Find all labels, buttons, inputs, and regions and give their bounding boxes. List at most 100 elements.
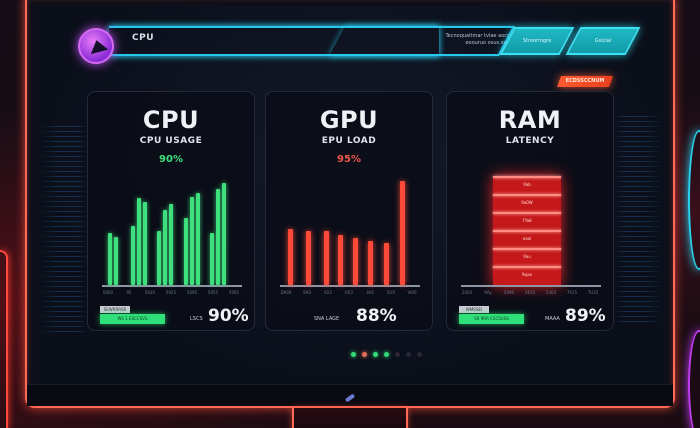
x-tick-label: 95 xyxy=(126,290,132,295)
chart-bar xyxy=(131,225,135,285)
x-tick-label: 5925 xyxy=(165,290,177,295)
alert-badge-label: ECDSSCCNUM xyxy=(565,78,605,84)
chart-bar xyxy=(353,238,358,285)
ram-card: RAM LATENCY 9ab 9a0W 7Ya8 eaal 9au 9qaa 2020 9… xyxy=(446,91,614,331)
monitor-stand xyxy=(292,408,408,428)
circuit-pattern-right xyxy=(615,116,663,326)
chart-x-ticks: 2020 9Ay 5096 2610 5403 7V25 7U25 xyxy=(447,290,615,298)
ram-segment-divider xyxy=(493,230,561,232)
stat-value: 90% xyxy=(208,306,249,326)
ram-segment-label: 9ab xyxy=(523,182,531,187)
pagination-dot[interactable] xyxy=(417,352,422,357)
pagination-dot[interactable] xyxy=(384,352,389,357)
status-badge[interactable]: SR 9RR CSCSUSS xyxy=(459,314,524,324)
chart-bar xyxy=(400,181,405,285)
stat-label: LSCS xyxy=(190,316,203,322)
ram-segment-divider xyxy=(493,266,561,268)
card-title: CPU xyxy=(142,106,200,134)
x-tick-label: 5096 xyxy=(503,290,515,295)
x-tick-label: 923 xyxy=(324,290,332,295)
x-tick-label: DAS9 xyxy=(280,290,292,295)
chart-bar xyxy=(143,201,147,285)
x-tick-label: 9A0 xyxy=(303,290,311,295)
ram-segment-label: 7Ya8 xyxy=(522,218,532,223)
header-button-1-label: Stroorrogre xyxy=(522,38,552,44)
header-button-2-label: Gslclal xyxy=(594,38,612,44)
x-tick-label: 5055 xyxy=(207,290,219,295)
ram-latency-stack: 9ab 9a0W 7Ya8 eaal 9au 9qaa xyxy=(493,176,561,286)
card-title: RAM xyxy=(498,106,562,134)
pagination-dot[interactable] xyxy=(406,352,411,357)
monitor: CPU Tecnoqualtmar tvlae aocr eoouruo osu… xyxy=(25,0,675,408)
x-tick-label: 5403 xyxy=(545,290,557,295)
card-title: GPU xyxy=(319,106,379,134)
x-tick-label: R03 xyxy=(345,290,353,295)
x-tick-label: 2610 xyxy=(524,290,536,295)
gpu-bar-chart xyxy=(276,177,424,287)
chart-bar xyxy=(157,230,161,285)
x-tick-label: VI00 xyxy=(407,290,417,295)
ram-chart-axis-area xyxy=(457,177,605,287)
x-tick-label: 5035 xyxy=(144,290,156,295)
stat-label: MAAA xyxy=(545,316,560,322)
header-info-line-2: eoouruo osus.sse xyxy=(465,40,509,46)
alert-badge[interactable]: ECDSSCCNUM xyxy=(556,76,614,87)
card-subtitle: LATENCY xyxy=(505,136,555,146)
chart-bar xyxy=(108,233,112,285)
pagination-dot[interactable] xyxy=(395,352,400,357)
chart-bar xyxy=(114,237,118,285)
chart-x-ticks: 0000 95 5035 5925 5095 5055 5095 xyxy=(88,290,256,298)
gpu-card: GPU EPU LOAD 95% DAS9 9A0 923 R03 3A5 5O5 VI00… xyxy=(265,91,433,331)
header-title: CPU xyxy=(132,33,155,43)
chart-bar xyxy=(288,228,293,285)
header-button-1[interactable]: Stroorrogre xyxy=(499,27,575,55)
pagination-dot[interactable] xyxy=(373,352,378,357)
x-tick-label: 5095 xyxy=(228,290,240,295)
neon-ring-purple-decoration xyxy=(688,330,700,428)
ram-segment-divider xyxy=(493,248,561,250)
neon-ring-cyan-decoration xyxy=(688,130,700,270)
small-badge: SEWRRRSR xyxy=(100,306,130,313)
ram-segment-label: eaal xyxy=(522,236,532,241)
pagination-dot[interactable] xyxy=(362,352,367,357)
pagination-dots xyxy=(351,352,422,357)
chart-bar xyxy=(324,230,329,285)
card-percent: 95% xyxy=(337,154,361,165)
pagination-dot[interactable] xyxy=(351,352,356,357)
ram-segment-divider xyxy=(493,176,561,178)
cpu-bar-chart xyxy=(98,177,246,287)
x-tick-label: 0000 xyxy=(102,290,114,295)
ram-segment-label: 9au xyxy=(523,254,531,259)
dashboard-screen: CPU Tecnoqualtmar tvlae aocr eoouruo osu… xyxy=(37,6,665,386)
stat-label: SNA LAGE xyxy=(314,316,340,322)
chart-bar xyxy=(222,183,226,285)
ram-segment-divider xyxy=(493,212,561,214)
chart-bar xyxy=(338,235,343,285)
status-badge[interactable]: WS 1 ESCCSVS xyxy=(100,314,165,324)
header-button-2[interactable]: Gslclal xyxy=(565,27,641,55)
header-info: Tecnoqualtmar tvlae aocr eoouruo osus.ss… xyxy=(417,33,509,47)
x-tick-label: 5095 xyxy=(186,290,198,295)
card-subtitle: CPU USAGE xyxy=(139,136,203,146)
chart-bar xyxy=(137,197,141,285)
chart-bar xyxy=(210,233,214,285)
x-tick-label: 3A5 xyxy=(366,290,374,295)
stat-value: 89% xyxy=(565,306,606,326)
chart-bar xyxy=(163,210,167,285)
ram-segment-divider xyxy=(493,194,561,196)
chart-bar xyxy=(196,193,200,285)
header-info-line-1: Tecnoqualtmar tvlae aocr xyxy=(445,33,509,39)
chart-bar xyxy=(216,189,220,285)
chart-x-ticks: DAS9 9A0 923 R03 3A5 5O5 VI00 xyxy=(266,290,434,298)
ram-segment-label: 9a0W xyxy=(521,200,533,205)
x-tick-label: 7U25 xyxy=(587,290,599,295)
stat-value: 88% xyxy=(356,306,397,326)
x-tick-label: 2020 xyxy=(461,290,473,295)
app-logo-icon[interactable] xyxy=(78,28,114,64)
chart-bar xyxy=(306,230,311,285)
header-bar xyxy=(109,26,439,56)
neon-frame-decoration xyxy=(0,250,8,428)
circuit-pattern-left xyxy=(39,126,87,336)
chart-axis xyxy=(102,285,242,287)
chart-axis xyxy=(280,285,420,287)
